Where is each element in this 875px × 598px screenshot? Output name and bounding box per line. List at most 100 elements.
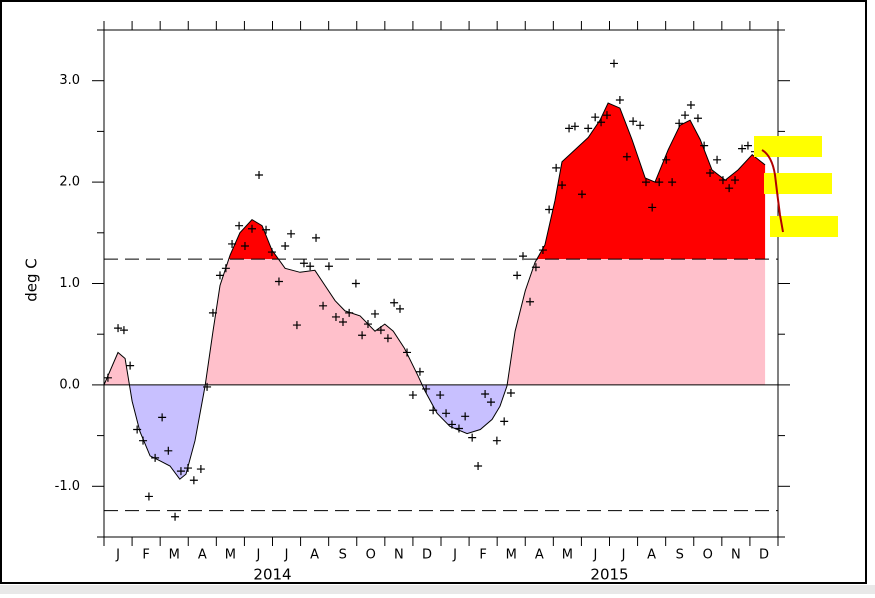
data-point [615, 95, 624, 104]
data-point [345, 308, 354, 317]
axes: -1.0 0.0 1.0 2.0 3.0 J F M A M J J A S O N D J F M A M J J A S O N D… [55, 21, 790, 584]
data-point [383, 334, 392, 343]
x-tick-label: A [647, 548, 656, 563]
data-point [531, 263, 540, 272]
data-point [312, 233, 321, 242]
data-point [468, 433, 477, 442]
data-point [668, 178, 677, 187]
x-tick-label: N [394, 548, 404, 563]
x-tick-label: F [479, 548, 486, 563]
x-tick-label: J [256, 548, 261, 563]
year-label: 2014 [253, 566, 291, 584]
data-point [183, 464, 192, 473]
data-point [506, 389, 515, 398]
window-frame [0, 0, 867, 584]
x-tick-label: J [115, 548, 120, 563]
data-point [558, 181, 567, 190]
data-point [461, 412, 470, 421]
data-point [577, 190, 586, 199]
data-point [415, 367, 424, 376]
data-point [454, 424, 463, 433]
x-tick-label: F [142, 548, 149, 563]
data-point [725, 184, 734, 193]
data-point [642, 178, 651, 187]
data-point [281, 241, 290, 250]
status-strip [0, 585, 875, 594]
data-point [591, 113, 600, 122]
data-point [545, 205, 554, 214]
data-point [706, 168, 715, 177]
x-tick-label: M [225, 548, 236, 563]
data-point [718, 176, 727, 185]
data-point [324, 262, 333, 271]
data-point [538, 246, 547, 255]
data-point [584, 124, 593, 133]
data-point [189, 476, 198, 485]
data-point [552, 163, 561, 172]
data-point [713, 155, 722, 164]
data-point [570, 122, 579, 131]
data-point [731, 176, 740, 185]
highlight [764, 173, 832, 194]
data-point [597, 118, 606, 127]
data-point [119, 326, 128, 335]
data-point [481, 390, 490, 399]
data-point [221, 264, 230, 273]
y-axis-label: deg C [23, 258, 41, 302]
data-point [144, 492, 153, 501]
data-point [240, 241, 249, 250]
data-point [681, 111, 690, 120]
data-point [114, 324, 123, 333]
data-point [686, 101, 695, 110]
data-point [486, 398, 495, 407]
data-point [235, 221, 244, 230]
data-point [171, 512, 180, 521]
data-point [267, 248, 276, 257]
data-point [513, 271, 522, 280]
data-point [208, 308, 217, 317]
data-point [395, 304, 404, 313]
data-point [358, 331, 367, 340]
highlight [770, 216, 838, 237]
data-point [655, 178, 664, 187]
annotation-stroke [761, 149, 784, 233]
data-point [376, 326, 385, 335]
data-point [139, 436, 148, 445]
data-point [319, 301, 328, 310]
data-point [215, 271, 224, 280]
data-point [519, 252, 528, 261]
area-fill [104, 259, 766, 385]
data-point [700, 141, 709, 150]
data-point [636, 121, 645, 130]
x-tick-label: J [593, 548, 598, 563]
data-point [255, 171, 264, 180]
data-point [390, 298, 399, 307]
data-point [306, 262, 315, 271]
data-point [648, 203, 657, 212]
data-point [500, 417, 509, 426]
y-tick-label: 0.0 [59, 377, 80, 392]
data-point [176, 467, 185, 476]
x-tick-label: S [676, 548, 684, 563]
area-fill [228, 103, 766, 260]
y-tick-label: 1.0 [59, 276, 80, 291]
data-point [363, 320, 372, 329]
y-tick-label: 2.0 [59, 175, 80, 190]
x-tick-label: O [703, 548, 713, 563]
data-point [103, 373, 112, 382]
fills [103, 59, 779, 521]
data-point [629, 117, 638, 126]
x-tick-label: D [422, 548, 432, 563]
x-tick-label: O [366, 548, 376, 563]
data-point [662, 155, 671, 164]
data-point [247, 224, 256, 233]
data-point [262, 225, 271, 234]
area-fill [104, 384, 766, 480]
data-point [371, 309, 380, 318]
x-tick-label: M [506, 548, 517, 563]
data-point [403, 348, 412, 357]
data-point [492, 436, 501, 445]
x-tick-label: J [284, 548, 289, 563]
